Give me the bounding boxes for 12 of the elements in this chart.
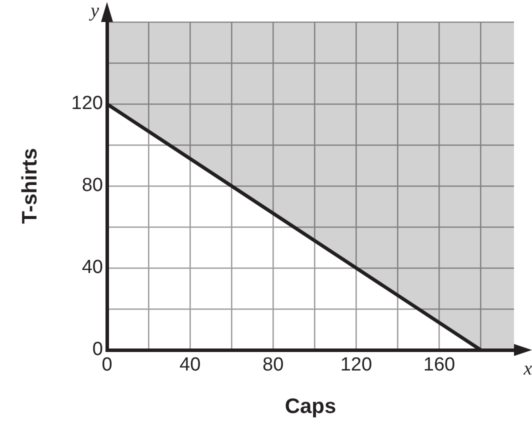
x-tick-label: 80 bbox=[262, 354, 284, 376]
y-tick-label: 0 bbox=[92, 339, 103, 360]
text: x bbox=[522, 358, 532, 380]
x-tick-label: 40 bbox=[179, 354, 201, 376]
x-tick-label: 160 bbox=[423, 354, 456, 376]
text: y bbox=[88, 0, 100, 22]
y-axis-title: T-shirts bbox=[18, 148, 42, 224]
y-tick-label: 80 bbox=[82, 175, 103, 196]
x-tick-label: 120 bbox=[340, 354, 372, 376]
y-tick-label: 40 bbox=[82, 257, 103, 278]
x-axis-title: Caps bbox=[284, 395, 336, 418]
y-tick-label: 120 bbox=[71, 93, 103, 114]
